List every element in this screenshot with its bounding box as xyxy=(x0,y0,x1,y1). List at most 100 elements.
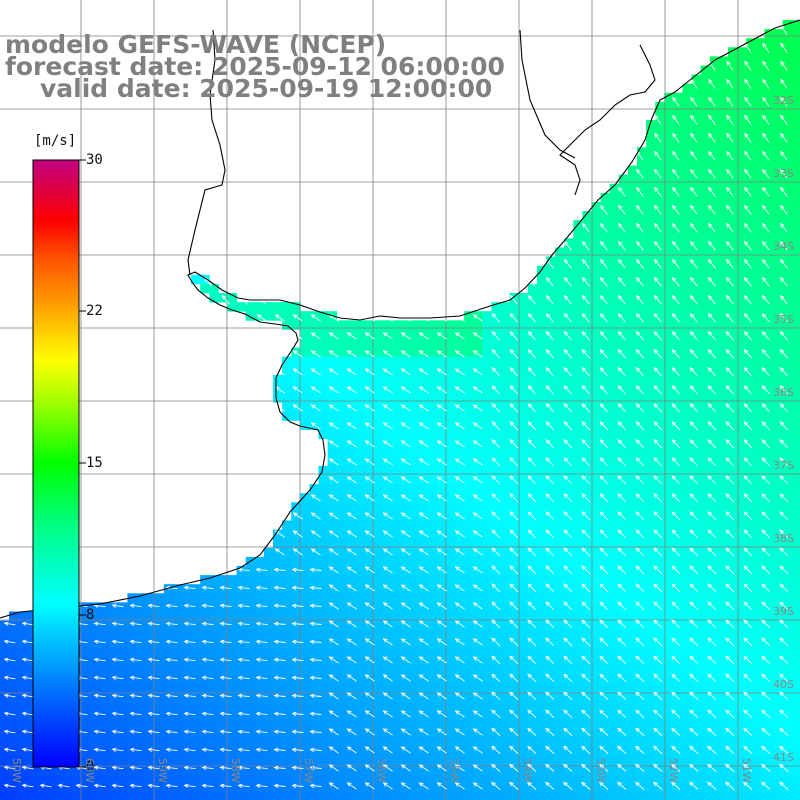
wind-speed-cell xyxy=(473,766,483,776)
wind-arrow xyxy=(689,258,698,269)
wind-speed-cell xyxy=(682,347,692,358)
wind-speed-cell xyxy=(145,766,156,776)
wind-speed-cell xyxy=(637,192,647,203)
wind-speed-cell xyxy=(263,693,274,703)
wind-speed-cell xyxy=(791,202,800,212)
wind-speed-cell xyxy=(600,693,611,703)
wind-speed-cell xyxy=(673,738,683,749)
wind-speed-cell xyxy=(473,393,483,403)
wind-speed-cell xyxy=(336,329,347,339)
wind-speed-cell xyxy=(709,784,720,794)
wind-arrow xyxy=(743,367,752,377)
wind-speed-cell xyxy=(709,302,720,312)
wind-speed-cell xyxy=(546,575,556,585)
wind-arrow xyxy=(707,313,716,323)
wind-speed-cell xyxy=(327,775,338,785)
wind-speed-cell xyxy=(791,183,800,194)
wind-speed-cell xyxy=(691,529,702,540)
wind-speed-cell xyxy=(491,465,501,476)
wind-speed-cell xyxy=(482,329,492,339)
wind-speed-cell xyxy=(509,538,520,549)
wind-arrow xyxy=(725,258,734,269)
wind-speed-cell xyxy=(436,393,447,403)
wind-speed-cell xyxy=(728,775,738,785)
wind-speed-cell xyxy=(618,475,629,485)
wind-speed-cell xyxy=(664,311,674,321)
wind-speed-cell xyxy=(473,465,483,476)
wind-arrow xyxy=(779,511,789,521)
wind-speed-cell xyxy=(482,693,492,703)
wind-speed-cell xyxy=(282,775,292,785)
wind-speed-cell xyxy=(45,766,55,776)
wind-speed-cell xyxy=(555,647,565,658)
wind-speed-cell xyxy=(564,611,574,621)
wind-speed-cell xyxy=(682,657,692,667)
wind-speed-cell xyxy=(546,757,556,767)
wind-speed-cell xyxy=(718,638,729,649)
wind-speed-cell xyxy=(455,657,465,667)
wind-speed-cell xyxy=(700,629,711,640)
wind-speed-cell xyxy=(564,538,574,549)
wind-speed-cell xyxy=(54,793,65,800)
wind-speed-cell xyxy=(627,329,638,339)
wind-speed-cell xyxy=(464,675,474,685)
wind-speed-cell xyxy=(163,729,174,740)
wind-speed-cell xyxy=(91,702,101,712)
wind-speed-cell xyxy=(473,547,483,558)
wind-speed-cell xyxy=(527,702,538,712)
wind-speed-cell xyxy=(373,493,383,503)
wind-speed-cell xyxy=(564,265,574,276)
wind-speed-cell xyxy=(691,138,702,148)
wind-speed-cell xyxy=(445,748,456,758)
wind-arrow xyxy=(635,565,645,575)
wind-speed-cell xyxy=(464,502,474,512)
wind-speed-cell xyxy=(91,748,101,758)
wind-speed-cell xyxy=(0,748,10,758)
wind-speed-cell xyxy=(782,484,793,494)
wind-speed-cell xyxy=(536,293,547,303)
wind-speed-cell xyxy=(136,611,146,621)
wind-arrow xyxy=(400,350,411,358)
wind-speed-cell xyxy=(464,511,474,521)
wind-speed-cell xyxy=(791,238,800,248)
wind-speed-cell xyxy=(527,693,538,703)
wind-speed-cell xyxy=(609,575,620,585)
wind-speed-cell xyxy=(200,702,210,712)
wind-speed-cell xyxy=(773,274,783,285)
wind-speed-cell xyxy=(764,611,774,621)
wind-speed-cell xyxy=(664,584,674,594)
wind-speed-cell xyxy=(618,465,629,476)
wind-speed-cell xyxy=(564,302,574,312)
wind-speed-cell xyxy=(555,766,565,776)
wind-speed-cell xyxy=(655,111,665,121)
wind-speed-cell xyxy=(755,684,765,694)
wind-speed-cell xyxy=(782,456,793,467)
wind-speed-cell xyxy=(345,647,356,658)
wind-speed-cell xyxy=(300,502,310,512)
wind-arrow xyxy=(599,475,609,485)
wind-speed-cell xyxy=(345,475,356,485)
wind-speed-cell xyxy=(682,620,692,631)
wind-speed-cell xyxy=(527,338,538,348)
wind-speed-cell xyxy=(518,484,529,494)
wind-speed-cell xyxy=(263,638,274,649)
wind-speed-cell xyxy=(145,793,156,800)
wind-speed-cell xyxy=(682,138,692,148)
wind-speed-cell xyxy=(509,320,520,330)
wind-speed-cell xyxy=(245,575,256,585)
wind-speed-cell xyxy=(491,711,501,722)
wind-arrow xyxy=(599,511,609,521)
wind-speed-cell xyxy=(482,766,492,776)
wind-speed-cell xyxy=(737,602,747,612)
wind-speed-cell xyxy=(391,475,401,485)
wind-speed-cell xyxy=(664,629,674,640)
wind-speed-cell xyxy=(436,502,447,512)
wind-speed-cell xyxy=(700,584,711,594)
wind-speed-cell xyxy=(473,402,483,412)
wind-speed-cell xyxy=(518,384,529,394)
wind-speed-cell xyxy=(509,647,520,658)
wind-arrow xyxy=(545,331,554,341)
wind-speed-cell xyxy=(336,374,347,385)
wind-speed-cell xyxy=(709,556,720,567)
wind-speed-cell xyxy=(673,247,683,257)
